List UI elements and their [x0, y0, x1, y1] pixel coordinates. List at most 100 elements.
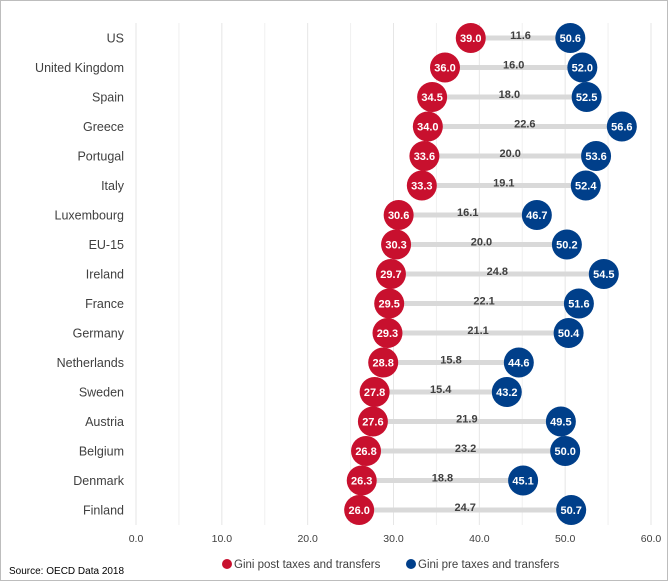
pre-tax-dot [588, 259, 619, 289]
pre-tax-dot [551, 229, 582, 260]
difference-label: 24.8 [487, 266, 508, 278]
category-label: Finland [83, 504, 124, 518]
pre-tax-value: 52.4 [575, 181, 597, 193]
post-tax-value: 28.8 [372, 358, 393, 370]
category-label: EU-15 [89, 238, 124, 252]
post-tax-value: 29.3 [377, 328, 398, 340]
dots: 39.0 50.6 36.0 52.0 34.5 52.5 34.0 56.6 33.6 53.6… [344, 23, 637, 525]
pre-tax-value: 51.6 [568, 299, 589, 311]
pre-tax-dot [571, 82, 602, 112]
pre-tax-value: 52.0 [572, 63, 593, 75]
difference-label: 24.7 [454, 502, 475, 514]
x-axis: 0.0 10.0 20.0 30.0 40.0 50.0 60.0 [129, 533, 662, 545]
post-tax-dot [383, 200, 414, 230]
post-tax-value: 26.8 [355, 446, 376, 458]
pre-tax-value: 50.4 [558, 328, 580, 340]
pre-tax-dot [545, 406, 576, 437]
post-tax-value: 26.0 [348, 505, 369, 517]
category-label: Denmark [73, 474, 124, 488]
legend: Gini post taxes and transfers Gini pre t… [222, 559, 560, 571]
post-tax-dot [357, 406, 388, 437]
category-label: Sweden [79, 386, 124, 400]
connectors [359, 35, 622, 513]
pre-tax-dot [567, 52, 598, 83]
difference-labels: 11.6 16.0 18.0 22.6 20.0 19.1 16.1 20.0 24.8 22.1… [430, 30, 536, 514]
post-tax-value: 30.6 [388, 210, 409, 222]
pre-tax-value: 54.5 [593, 269, 614, 281]
post-tax-dot [409, 141, 440, 171]
category-label: Germany [73, 327, 125, 341]
post-tax-dot [406, 170, 437, 201]
post-tax-dot [359, 377, 390, 407]
category-label: Greece [83, 120, 124, 134]
difference-label: 18.0 [499, 89, 520, 101]
post-tax-value: 39.0 [460, 33, 481, 45]
x-tick-label: 0.0 [129, 533, 144, 545]
post-tax-value: 27.8 [364, 387, 385, 399]
post-tax-value: 27.6 [362, 417, 383, 429]
post-tax-value: 29.5 [378, 299, 399, 311]
post-tax-value: 34.0 [417, 122, 438, 134]
category-label: Belgium [79, 445, 124, 459]
pre-tax-dot [508, 465, 539, 496]
pre-tax-value: 50.7 [560, 505, 581, 517]
category-label: Austria [85, 415, 124, 429]
category-label: United Kingdom [35, 61, 124, 75]
difference-label: 15.8 [440, 355, 461, 367]
post-tax-value: 36.0 [434, 63, 455, 75]
category-label: Netherlands [57, 356, 124, 370]
x-tick-label: 20.0 [297, 533, 318, 545]
difference-label: 19.1 [493, 178, 514, 190]
pre-tax-dot [570, 170, 601, 201]
category-label: US [107, 32, 124, 46]
post-tax-dot [368, 347, 399, 378]
post-tax-dot [374, 288, 405, 319]
category-label: France [85, 297, 124, 311]
difference-label: 22.1 [473, 296, 494, 308]
difference-label: 21.9 [456, 414, 477, 426]
category-label: Italy [101, 179, 125, 193]
difference-label: 15.4 [430, 384, 452, 396]
post-tax-dot [346, 465, 377, 496]
pre-tax-dot [556, 495, 587, 525]
legend-post-label: Gini post taxes and transfers [234, 559, 381, 571]
difference-label: 16.0 [503, 60, 524, 72]
post-tax-dot [351, 436, 382, 466]
x-tick-label: 40.0 [469, 533, 490, 545]
post-tax-dot [381, 229, 412, 260]
post-tax-value: 33.6 [414, 151, 435, 163]
difference-label: 21.1 [467, 325, 488, 337]
post-tax-value: 26.3 [351, 476, 372, 488]
difference-label: 11.6 [510, 30, 531, 42]
post-tax-dot [344, 495, 375, 525]
legend-pre-marker [406, 559, 416, 569]
pre-tax-value: 50.2 [556, 240, 577, 252]
pre-tax-value: 56.6 [611, 122, 632, 134]
pre-tax-dot [491, 377, 522, 407]
pre-tax-dot [553, 318, 584, 348]
pre-tax-value: 53.6 [585, 151, 606, 163]
category-labels: US United Kingdom Spain Greece Portugal Italy… [35, 32, 125, 518]
pre-tax-dot [581, 141, 612, 171]
pre-tax-value: 44.6 [508, 358, 529, 370]
pre-tax-value: 52.5 [576, 92, 597, 104]
post-tax-dot [375, 259, 406, 289]
pre-tax-value: 50.0 [554, 446, 575, 458]
pre-tax-value: 46.7 [526, 210, 547, 222]
post-tax-value: 29.7 [380, 269, 401, 281]
post-tax-dot [412, 111, 443, 142]
difference-label: 22.6 [514, 119, 535, 131]
pre-tax-dot [550, 436, 581, 466]
x-tick-label: 10.0 [212, 533, 233, 545]
post-tax-value: 30.3 [385, 240, 406, 252]
pre-tax-value: 49.5 [550, 417, 571, 429]
pre-tax-value: 45.1 [512, 476, 533, 488]
post-tax-dot [372, 318, 403, 348]
difference-label: 18.8 [432, 473, 453, 485]
category-label: Luxembourg [55, 209, 125, 223]
grid-layer [135, 23, 652, 525]
pre-tax-dot [606, 111, 637, 142]
pre-tax-dot [563, 288, 594, 319]
